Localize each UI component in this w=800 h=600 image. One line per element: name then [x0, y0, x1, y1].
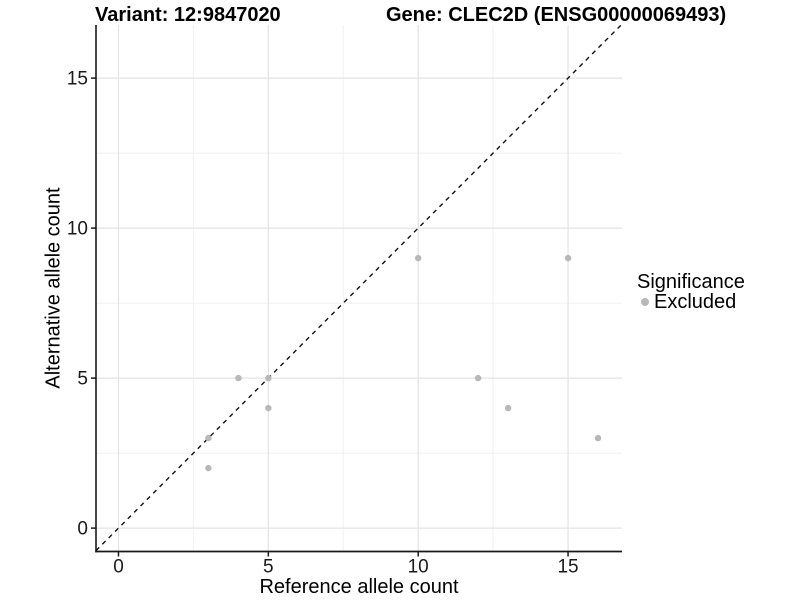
data-point	[414, 254, 422, 262]
variant-title: Variant: 12:9847020	[95, 4, 281, 26]
x-tick-label: 10	[408, 557, 429, 578]
y-tick-label: 5	[77, 369, 88, 390]
data-point	[265, 374, 272, 382]
legend-item-excluded: Excluded	[637, 290, 745, 313]
data-point	[205, 434, 212, 442]
data-point	[235, 374, 242, 382]
legend-item-label: Excluded	[654, 290, 737, 313]
y-tick-label: 10	[67, 219, 88, 240]
x-axis-title: Reference allele count	[259, 576, 459, 598]
data-point	[474, 374, 482, 382]
identity-dashed-line	[95, 24, 622, 552]
data-point	[564, 254, 572, 262]
y-tick-label: 15	[67, 69, 88, 90]
x-tick-label: 0	[113, 557, 124, 578]
data-point	[265, 404, 272, 412]
data-point	[205, 464, 212, 472]
excluded-point-icon	[641, 298, 649, 306]
data-point	[594, 434, 602, 442]
x-tick-label: 5	[263, 557, 274, 578]
y-axis-title: Alternative allele count	[42, 187, 65, 389]
y-tick-label: 0	[77, 519, 88, 540]
gene-title: Gene: CLEC2D (ENSG00000069493)	[386, 4, 727, 26]
data-point	[504, 404, 512, 412]
legend-title: Significance	[637, 271, 745, 293]
legend: Significance Excluded	[637, 271, 745, 313]
x-tick-label: 15	[557, 557, 578, 578]
